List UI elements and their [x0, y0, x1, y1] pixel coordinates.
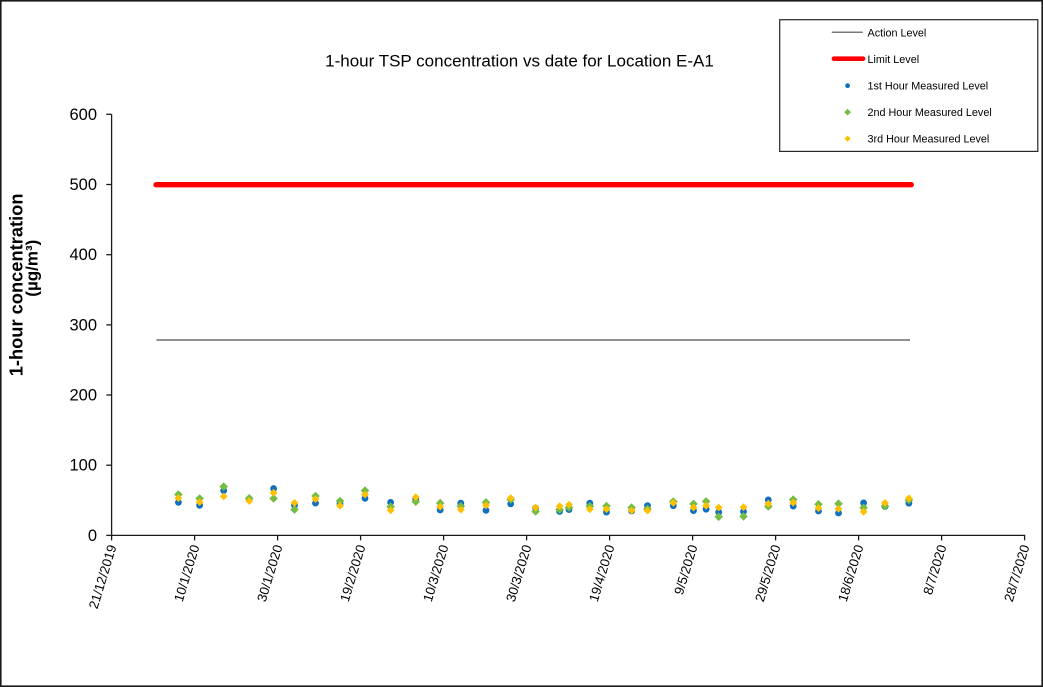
svg-text:1st Hour Measured Level: 1st Hour Measured Level [868, 81, 989, 93]
svg-text:400: 400 [69, 246, 97, 264]
svg-text:100: 100 [69, 457, 97, 475]
svg-text:0: 0 [88, 527, 97, 545]
svg-text:300: 300 [69, 316, 97, 334]
svg-text:200: 200 [69, 387, 97, 405]
svg-text:Limit Level: Limit Level [868, 54, 920, 66]
svg-text:500: 500 [69, 176, 97, 194]
svg-text:2nd Hour Measured Level: 2nd Hour Measured Level [868, 107, 992, 119]
svg-text:1-hour TSP concentration vs da: 1-hour TSP concentration vs date for Loc… [325, 52, 714, 71]
svg-text:(µg/m³): (µg/m³) [22, 240, 41, 297]
svg-text:Action Level: Action Level [868, 27, 927, 39]
svg-text:3rd Hour Measured Level: 3rd Hour Measured Level [868, 134, 990, 146]
svg-text:600: 600 [69, 106, 97, 124]
svg-text:1-hour concentration: 1-hour concentration [6, 193, 27, 376]
